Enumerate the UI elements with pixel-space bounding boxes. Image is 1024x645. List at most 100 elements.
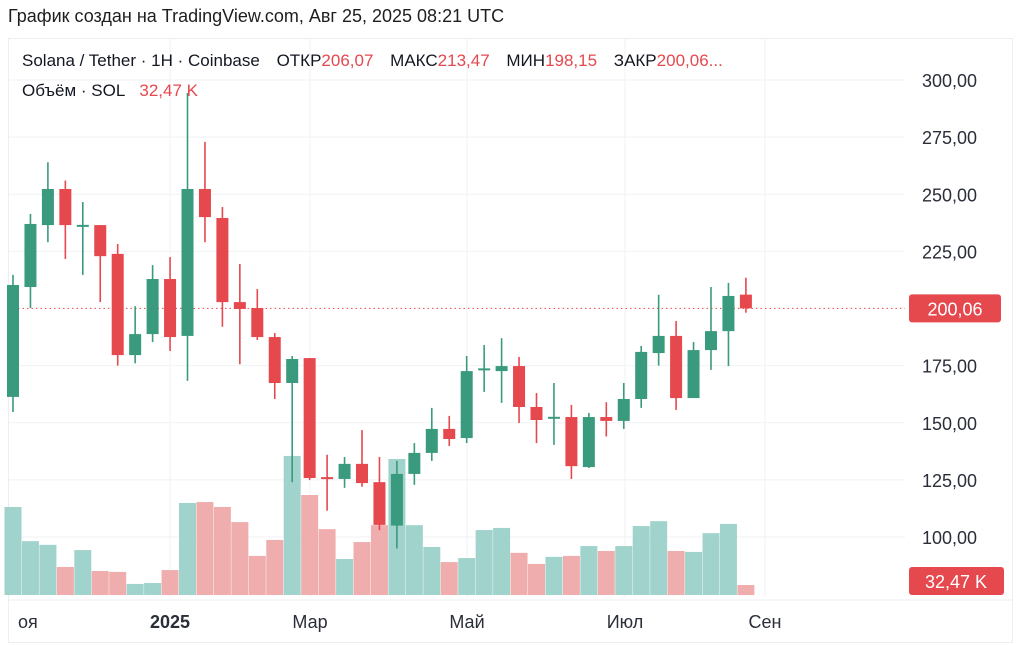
candle-body <box>705 331 717 351</box>
volume-bar <box>161 570 179 595</box>
y-tick-label: 300,00 <box>922 71 977 91</box>
y-tick-label: 275,00 <box>922 128 977 148</box>
volume-bar <box>719 523 737 595</box>
volume-bar <box>91 571 109 595</box>
volume-bar <box>405 525 423 595</box>
candle-body <box>286 358 299 383</box>
candle-body <box>94 225 107 257</box>
volume-bar <box>21 541 39 595</box>
legend-high-label: МАКС <box>390 51 438 70</box>
volume-bar <box>74 550 92 595</box>
volume-bar <box>545 556 563 595</box>
candle-body <box>321 477 334 480</box>
volume-bar <box>144 583 162 595</box>
legend-symbol[interactable]: Solana / Tether · 1Н · Coinbase <box>22 51 260 70</box>
candle-body <box>635 351 648 399</box>
x-tick-label: 2025 <box>150 612 190 632</box>
volume-bar <box>650 521 668 595</box>
volume-bar <box>126 583 144 595</box>
legend-close-value: 200,06... <box>656 51 723 70</box>
candle-body <box>390 473 403 526</box>
candle-body <box>565 417 578 467</box>
volume-bar <box>440 562 458 595</box>
volume-bar <box>615 546 633 595</box>
candle-body <box>373 482 386 525</box>
last-volume-badge <box>909 567 1004 595</box>
volume-bar <box>39 544 57 595</box>
volume-bar <box>458 558 476 595</box>
volume-bar <box>702 533 720 595</box>
candle-body <box>408 452 421 474</box>
y-tick-label: 225,00 <box>922 242 977 262</box>
last-price-label: 200,06 <box>927 299 982 319</box>
candle-body <box>478 368 491 371</box>
volume-bar <box>632 526 650 595</box>
legend-volume-label[interactable]: Объём · SOL <box>22 81 125 100</box>
legend-low-label: МИН <box>506 51 546 70</box>
volume-bar <box>528 563 545 595</box>
volume-bar <box>283 455 301 595</box>
candle-body <box>617 398 630 421</box>
volume-bar <box>196 502 214 595</box>
volume-bar <box>56 567 74 595</box>
y-tick-label: 250,00 <box>922 185 977 205</box>
candle-body <box>513 366 526 407</box>
volume-bar <box>231 522 249 595</box>
volume-bar <box>685 551 703 595</box>
volume-bar <box>213 507 231 595</box>
volume-bar <box>248 555 266 595</box>
volume-bar <box>562 555 580 595</box>
volume-bar <box>510 552 528 595</box>
volume-bar <box>475 530 493 595</box>
candle-body <box>547 416 560 419</box>
candle-body <box>338 463 351 479</box>
volume-bar <box>318 529 336 595</box>
volume-bar <box>266 539 284 595</box>
volume-bar <box>109 571 127 595</box>
legend-volume-value: 32,47 K <box>139 81 198 100</box>
candle-body <box>233 302 246 309</box>
volume-bar <box>737 585 755 595</box>
legend-ohlc: Solana / Tether · 1Н · Coinbase ОТКР206,… <box>22 51 723 71</box>
volume-bar <box>370 525 388 595</box>
candle-body <box>582 417 595 468</box>
candle-body <box>687 350 700 399</box>
candle-body <box>670 335 683 399</box>
y-tick-label: 175,00 <box>922 357 977 377</box>
candle-body <box>739 294 752 309</box>
candle-body <box>303 358 316 479</box>
y-tick-label: 150,00 <box>922 414 977 434</box>
candle-body <box>24 223 37 288</box>
volume-bar <box>353 542 371 595</box>
candle-body <box>600 417 613 421</box>
candle-body <box>198 188 211 218</box>
x-tick-label: Май <box>449 612 484 632</box>
candle-body <box>216 218 229 303</box>
volume-bar <box>423 547 441 595</box>
x-tick-label: Июл <box>607 612 644 632</box>
legend-open-label: ОТКР <box>276 51 322 70</box>
chart-caption: График создан на TradingView.com, Авг 25… <box>8 6 505 26</box>
last-volume-label: 32,47 K <box>925 572 987 592</box>
candle-body <box>146 279 159 335</box>
volume-bar <box>667 551 685 595</box>
candle-body <box>251 308 264 338</box>
volume-bar <box>336 559 354 595</box>
legend-open-value: 206,07 <box>321 51 374 70</box>
candle-body <box>76 224 89 227</box>
candle-body <box>495 366 508 372</box>
volume-bar <box>301 495 319 595</box>
volume-bar <box>597 551 615 595</box>
y-tick-label: 100,00 <box>922 528 977 548</box>
candle-body <box>722 295 735 332</box>
x-tick-label: Мар <box>292 612 327 632</box>
candle-body <box>425 428 438 453</box>
last-price-badge <box>909 294 1001 323</box>
volume-bar <box>493 527 511 595</box>
candle-body <box>41 188 54 226</box>
legend-high-value: 213,47 <box>437 51 490 70</box>
candle-body <box>181 188 194 336</box>
volume-bar <box>179 503 196 595</box>
x-tick-label: оя <box>18 612 38 632</box>
